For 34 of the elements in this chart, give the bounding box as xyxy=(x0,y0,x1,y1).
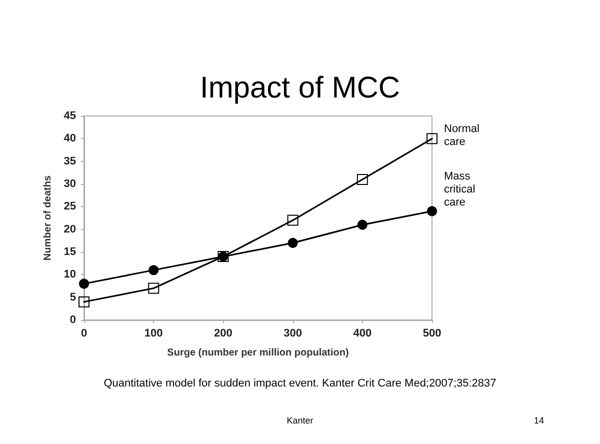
y-axis-title: Number of deaths xyxy=(42,175,54,261)
point xyxy=(287,214,298,226)
point xyxy=(79,278,89,289)
y-tick-label: 35 xyxy=(64,155,76,168)
point xyxy=(288,238,298,248)
series-label: Mass critical care xyxy=(444,170,478,209)
text: Quantitative model for sudden impact event. Kanter Crit Care Med;2007;35:2837 xyxy=(104,378,496,390)
series-label: Normal care xyxy=(444,123,483,148)
y-tick-label: 40 xyxy=(64,132,76,145)
text: Kanter xyxy=(286,416,314,426)
x-tick-label: 300 xyxy=(284,328,302,340)
point xyxy=(148,282,160,294)
point xyxy=(427,206,437,216)
point xyxy=(356,174,368,185)
y-tick-label: 30 xyxy=(64,178,76,190)
point xyxy=(357,220,368,230)
x-tick-label: 400 xyxy=(353,328,372,340)
y-tick-label: 20 xyxy=(64,223,76,236)
x-axis-title: Surge (number per million population) xyxy=(167,348,349,358)
y-tick-label: 10 xyxy=(64,268,76,281)
text: 14 xyxy=(534,416,544,426)
point xyxy=(148,265,159,276)
chart-title: Impact of MCC xyxy=(200,72,400,104)
x-tick-label: 500 xyxy=(422,328,442,340)
x-tick-label: 200 xyxy=(214,328,232,340)
x-tick-label: 0 xyxy=(80,328,88,340)
point xyxy=(78,296,90,308)
y-tick-label: 45 xyxy=(64,110,76,122)
point xyxy=(426,133,438,144)
y-tick-label: 15 xyxy=(64,246,76,258)
y-tick-label: 0 xyxy=(70,314,76,326)
y-tick-label: 25 xyxy=(64,200,76,213)
y-tick-label: 5 xyxy=(70,291,76,304)
x-tick-label: 100 xyxy=(144,328,163,340)
